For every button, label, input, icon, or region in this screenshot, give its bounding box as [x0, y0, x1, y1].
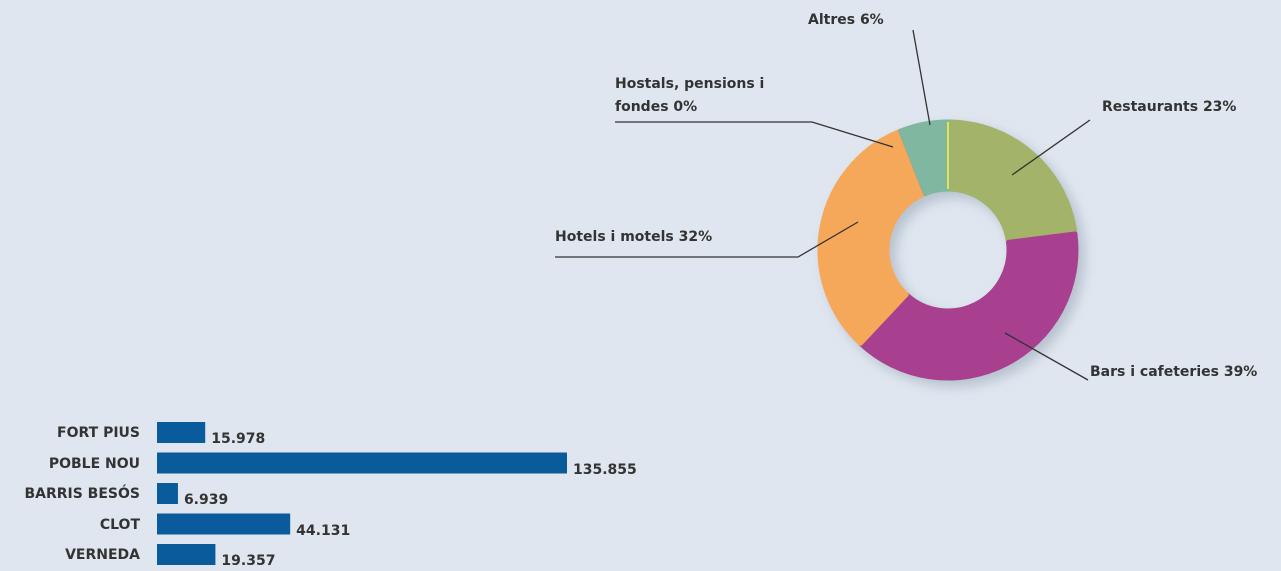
bar — [157, 544, 216, 565]
slice-value: 23% — [1202, 99, 1237, 115]
category-label: BARRIS BESÓS — [0, 484, 140, 504]
slice-label: Restaurants 23% — [1102, 96, 1236, 119]
leader-line — [1011, 119, 1091, 176]
bar — [157, 452, 567, 474]
leader-lines — [555, 29, 1091, 381]
value-text: 135.855 — [573, 461, 637, 478]
leader-line — [615, 121, 894, 148]
slice-value: 32% — [678, 229, 713, 245]
slice-label: Bars i cafeteries 39% — [1090, 361, 1257, 384]
bar — [157, 513, 291, 535]
slice-name: Hostals, pensions i fondes — [615, 76, 765, 115]
category-name: FORT PIUS — [57, 425, 140, 441]
category-label: VERNEDA — [0, 545, 140, 565]
category-label: CLOT — [0, 515, 140, 535]
leader-line — [912, 29, 931, 126]
category-label: FORT PIUS — [0, 423, 140, 443]
donut-slice — [817, 128, 929, 346]
leader-line — [555, 221, 859, 258]
donut — [817, 119, 1079, 381]
leader-line — [1004, 332, 1089, 381]
slice-name: Restaurants — [1102, 99, 1199, 115]
value-label: 135.855 — [573, 460, 637, 480]
slice-value: 0% — [673, 99, 698, 115]
slice-value: 39% — [1223, 364, 1258, 380]
slice-label: Altres 6% — [808, 9, 884, 32]
slice-value: 6% — [859, 12, 884, 28]
bar — [157, 483, 178, 504]
category-name: POBLE NOU — [48, 455, 140, 472]
category-name: BARRIS BESÓS — [24, 486, 140, 502]
value-label: 6.939 — [184, 490, 228, 510]
value-label: 44.131 — [296, 521, 350, 541]
value-label: 19.357 — [221, 551, 275, 571]
slice-label: Hostals, pensions i fondes 0% — [615, 73, 775, 119]
category-name: CLOT — [99, 516, 140, 533]
bar — [157, 422, 206, 443]
slice-name: Hotels i motels — [555, 229, 674, 245]
slice-name: Bars i cafeteries — [1090, 364, 1219, 380]
value-label: 15.978 — [211, 429, 265, 449]
value-text: 15.978 — [211, 431, 266, 447]
slice-label: Hotels i motels 32% — [555, 226, 712, 249]
category-name: VERNEDA — [65, 547, 140, 563]
value-text: 6.939 — [183, 492, 229, 508]
slice-name: Altres — [808, 12, 856, 28]
value-text: 19.357 — [221, 553, 276, 569]
donut-slice — [945, 119, 1078, 245]
category-label: POBLE NOU — [0, 454, 140, 474]
value-text: 44.131 — [296, 522, 351, 539]
